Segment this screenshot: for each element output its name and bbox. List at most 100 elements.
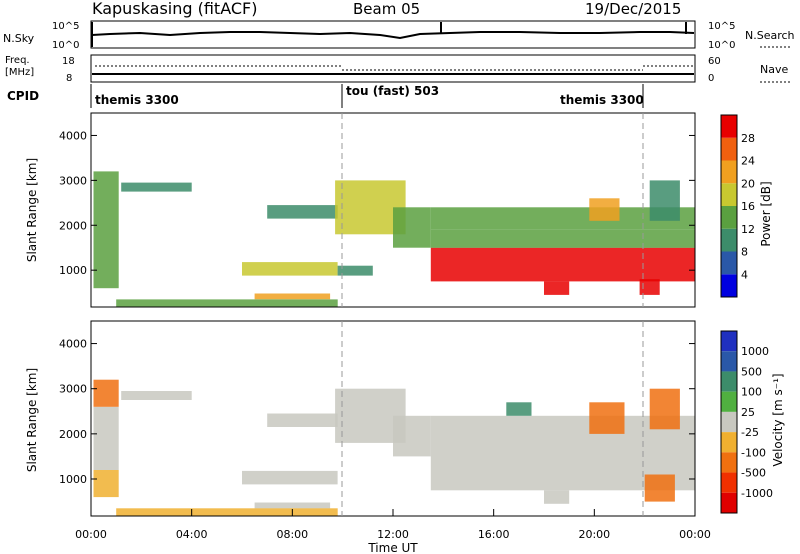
y-tick-label: 4000 [59, 338, 87, 351]
nsky-right-tick-low: 10^0 [708, 40, 735, 51]
velocity-colorbar-swatch [721, 391, 737, 412]
data-region [544, 490, 570, 504]
velocity-colorbar-swatch [721, 452, 737, 473]
data-region [254, 293, 331, 300]
x-tick-label: 08:00 [276, 528, 308, 541]
cpid-panel: CPID themis 3300 tou (fast) 503 themis 3… [7, 84, 644, 108]
x-axis-label: Time UT [367, 541, 418, 554]
x-ticks: 00:00 04:00 08:00 12:00 16:00 20:00 00:00 [75, 509, 711, 541]
power-frame [90, 112, 696, 308]
power-colorbar-label: Power [dB] [759, 181, 773, 246]
power-panel: 4000 3000 2000 1000 Slant Range [km] [25, 112, 696, 308]
freq-panel: Freq. [MHz] 18 8 60 0 Nave [5, 54, 790, 84]
data-region [544, 281, 570, 295]
data-region [121, 391, 192, 400]
power-colorbar-tick-label: 20 [741, 177, 755, 190]
velocity-colorbar-label: Velocity [m s⁻¹] [771, 373, 785, 466]
data-region [242, 470, 338, 485]
power-colorbar-swatch [721, 206, 737, 229]
y-tick-label: 1000 [59, 264, 87, 277]
nave-tick-high: 60 [708, 56, 721, 67]
nave-tick-low: 0 [708, 73, 714, 84]
data-region [93, 379, 119, 407]
power-colorbar-swatch [721, 160, 737, 184]
y-tick-label: 2000 [59, 219, 87, 232]
velocity-colorbar-tick-label: 500 [741, 365, 762, 378]
power-colorbar-tick-label: 28 [741, 132, 755, 145]
y-tick-label: 1000 [59, 473, 87, 486]
power-colorbar-swatch [721, 183, 737, 206]
data-region [506, 402, 532, 416]
data-region [430, 247, 696, 282]
velocity-colorbar-swatch [721, 331, 737, 352]
freq-tick-high: 18 [62, 56, 75, 67]
velocity-colorbar-swatch [721, 472, 737, 493]
x-tick-label: 12:00 [377, 528, 409, 541]
nsky-left-tick-low: 10^0 [52, 40, 79, 51]
data-region [121, 182, 192, 192]
data-region [254, 502, 331, 509]
velocity-colorbar-tick-label: 100 [741, 386, 762, 399]
data-region [337, 265, 373, 276]
velocity-colorbar: 1000 500 100 25 -25 -100 -500 -1000 Velocity [m… [720, 330, 785, 514]
freq-label: Freq. [5, 55, 30, 66]
station-title: Kapuskasing (fitACF) [92, 0, 257, 18]
data-region [116, 299, 338, 307]
velocity-colorbar-frame [720, 330, 738, 514]
data-region [267, 205, 338, 219]
data-region [649, 388, 680, 430]
data-region [116, 508, 338, 516]
nsky-left-tick-high: 10^5 [52, 21, 79, 32]
y-tick-label: 2000 [59, 428, 87, 441]
x-tick-label: 00:00 [679, 528, 711, 541]
velocity-colorbar-tick-label: 25 [741, 406, 755, 419]
data-region [430, 229, 696, 248]
velocity-y-axis-label: Slant Range [km] [25, 368, 39, 472]
power-colorbar-tick-label: 24 [741, 155, 755, 168]
velocity-colorbar-tick-label: -100 [741, 446, 766, 459]
power-y-axis-label: Slant Range [km] [25, 158, 39, 262]
velocity-colorbar-tick-label: -1000 [741, 487, 773, 500]
velocity-colorbar-tick-label: -25 [741, 426, 759, 439]
x-tick-label: 20:00 [578, 528, 610, 541]
y-tick-label: 4000 [59, 129, 87, 142]
power-colorbar-tick-label: 8 [741, 246, 748, 259]
data-region [93, 470, 119, 498]
data-region [393, 415, 431, 457]
cpid-label: CPID [7, 89, 39, 103]
velocity-colorbar-tick-label: -500 [741, 467, 766, 480]
nsearch-label: N.Search [745, 29, 795, 42]
velocity-data [93, 379, 696, 516]
data-region [242, 262, 338, 276]
data-region [93, 171, 119, 289]
power-colorbar-swatch [721, 228, 737, 252]
power-colorbar-frame [720, 114, 738, 298]
x-tick-label: 16:00 [478, 528, 510, 541]
freq-frame [90, 54, 696, 83]
nsky-panel: N.Sky 10^5 10^0 10^5 10^0 N.Search [3, 20, 795, 51]
velocity-colorbar-swatches [721, 331, 737, 513]
power-colorbar-tick-label: 16 [741, 200, 755, 213]
date-title: 19/Dec/2015 [585, 0, 681, 18]
nsky-right-tick-high: 10^5 [708, 21, 735, 32]
nsky-trace [91, 31, 695, 40]
power-colorbar-swatch [721, 115, 737, 138]
freq-tick-low: 8 [66, 73, 72, 84]
data-region [644, 474, 675, 502]
velocity-colorbar-swatch [721, 371, 737, 392]
velocity-y-ticks: 4000 3000 2000 1000 [59, 338, 695, 486]
data-region [267, 413, 338, 427]
nsky-label: N.Sky [3, 32, 35, 45]
freq-unit-label: [MHz] [5, 67, 34, 78]
y-tick-label: 3000 [59, 174, 87, 187]
data-region [589, 402, 625, 434]
velocity-panel: 4000 3000 2000 1000 00:00 04:00 08:00 12:00 16:… [25, 320, 711, 554]
cpid-segment-2: tou (fast) 503 [346, 84, 439, 98]
power-colorbar-swatch [721, 274, 737, 297]
power-colorbar-swatches [721, 115, 737, 297]
power-colorbar-tick-label: 12 [741, 223, 755, 236]
cpid-segment-3: themis 3300 [560, 93, 644, 107]
power-colorbar: 28 24 20 16 12 8 4 Power [dB] [720, 114, 773, 298]
velocity-colorbar-swatch [721, 351, 737, 372]
data-region [649, 180, 680, 221]
